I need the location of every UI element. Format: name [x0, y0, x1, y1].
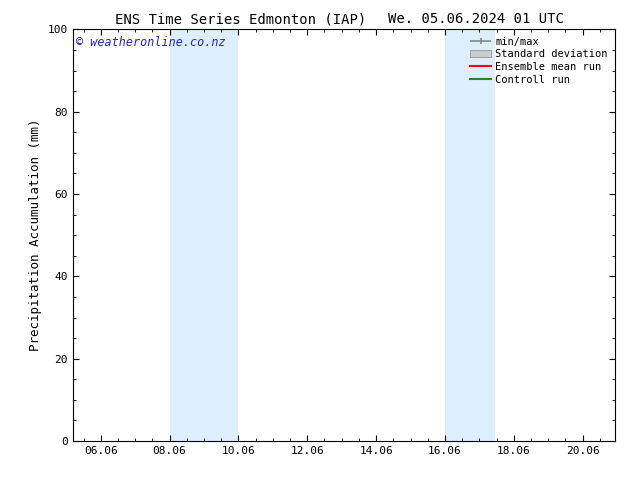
Bar	[170, 29, 238, 441]
Text: We. 05.06.2024 01 UTC: We. 05.06.2024 01 UTC	[387, 12, 564, 26]
Bar	[445, 29, 495, 441]
Legend: min/max, Standard deviation, Ensemble mean run, Controll run: min/max, Standard deviation, Ensemble me…	[468, 35, 610, 87]
Y-axis label: Precipitation Accumulation (mm): Precipitation Accumulation (mm)	[29, 119, 42, 351]
Text: © weatheronline.co.nz: © weatheronline.co.nz	[75, 36, 225, 49]
Text: ENS Time Series Edmonton (IAP): ENS Time Series Edmonton (IAP)	[115, 12, 366, 26]
